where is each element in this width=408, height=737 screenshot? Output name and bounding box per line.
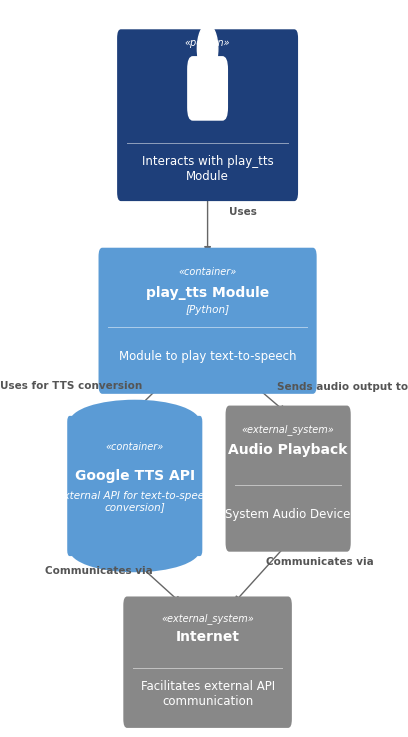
Text: Sends audio output to: Sends audio output to [277, 383, 408, 392]
FancyBboxPatch shape [67, 416, 202, 556]
FancyBboxPatch shape [187, 56, 228, 121]
Text: Facilitates external API
communication: Facilitates external API communication [140, 680, 275, 708]
Text: User: User [188, 102, 227, 116]
Text: Uses: Uses [229, 207, 257, 217]
Text: [Python]: [Python] [186, 306, 230, 315]
Text: «person»: «person» [185, 38, 231, 48]
Ellipse shape [70, 399, 200, 444]
Text: «external_system»: «external_system» [161, 613, 254, 624]
Text: Google TTS API: Google TTS API [75, 469, 195, 483]
Text: Communicates via: Communicates via [45, 566, 153, 576]
Text: «external_system»: «external_system» [242, 425, 335, 436]
Text: Audio Playback: Audio Playback [228, 444, 348, 458]
Text: Uses for TTS conversion: Uses for TTS conversion [0, 380, 142, 391]
Text: Communicates via: Communicates via [266, 556, 374, 567]
Text: Interacts with play_tts
Module: Interacts with play_tts Module [142, 156, 273, 184]
Text: «container»: «container» [178, 267, 237, 277]
Text: [External API for text-to-speech
conversion]: [External API for text-to-speech convers… [53, 491, 217, 512]
Text: System Audio Device: System Audio Device [226, 508, 351, 521]
Text: play_tts Module: play_tts Module [146, 285, 269, 299]
FancyBboxPatch shape [123, 596, 292, 728]
Text: Module to play text-to-speech: Module to play text-to-speech [119, 350, 296, 363]
Ellipse shape [70, 528, 200, 572]
FancyBboxPatch shape [117, 29, 298, 201]
Circle shape [197, 24, 218, 73]
Text: Internet: Internet [175, 630, 239, 644]
FancyBboxPatch shape [98, 248, 317, 394]
FancyBboxPatch shape [226, 405, 351, 552]
Text: «container»: «container» [106, 442, 164, 453]
